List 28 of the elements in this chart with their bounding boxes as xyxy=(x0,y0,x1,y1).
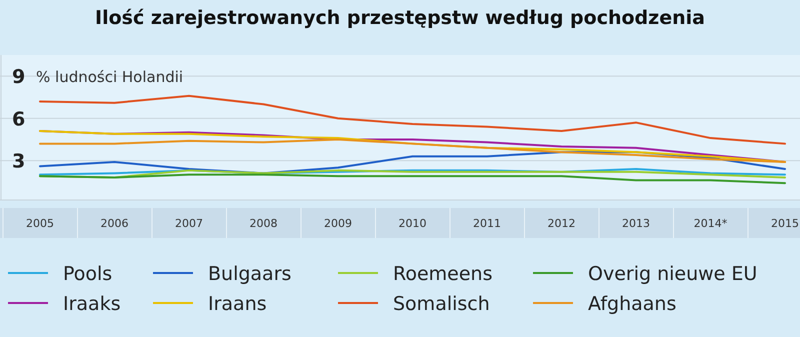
x-tick-label: 2006 xyxy=(100,217,128,230)
legend-label: Iraans xyxy=(208,293,267,315)
legend-label: Overig nieuwe EU xyxy=(588,263,758,285)
x-tick-label: 2005 xyxy=(26,217,54,230)
line-series xyxy=(39,174,786,184)
line-series xyxy=(39,94,786,145)
x-tick-label: 2009 xyxy=(324,217,352,230)
legend-label: Iraaks xyxy=(63,293,121,315)
x-tick-label: 2012 xyxy=(548,217,576,230)
legend-label: Somalisch xyxy=(393,293,490,315)
legend-label: Bulgaars xyxy=(208,263,292,285)
x-tick-label: 2008 xyxy=(250,217,278,230)
legend-label: Pools xyxy=(63,263,112,285)
x-tick-label: 2007 xyxy=(175,217,203,230)
y-tick-label: 3 xyxy=(12,150,26,173)
line-series xyxy=(39,138,786,163)
x-tick-label: 2015 xyxy=(771,217,799,230)
x-tick-label: 2013 xyxy=(622,217,650,230)
legend-label: Afghaans xyxy=(588,293,676,315)
x-tick-label: 2010 xyxy=(398,217,426,230)
x-tick-label: 2014* xyxy=(694,217,728,230)
y-tick-label: 9 xyxy=(12,66,26,88)
y-tick-label: 6 xyxy=(12,108,26,130)
legend-label: Roemeens xyxy=(393,263,492,285)
x-tick-label: 2011 xyxy=(473,217,501,230)
line-series xyxy=(39,151,786,174)
y-axis-title: % ludności Holandii xyxy=(36,68,184,86)
chart-title: Ilość zarejestrowanych przestępstw według pochodzenia xyxy=(95,7,705,29)
